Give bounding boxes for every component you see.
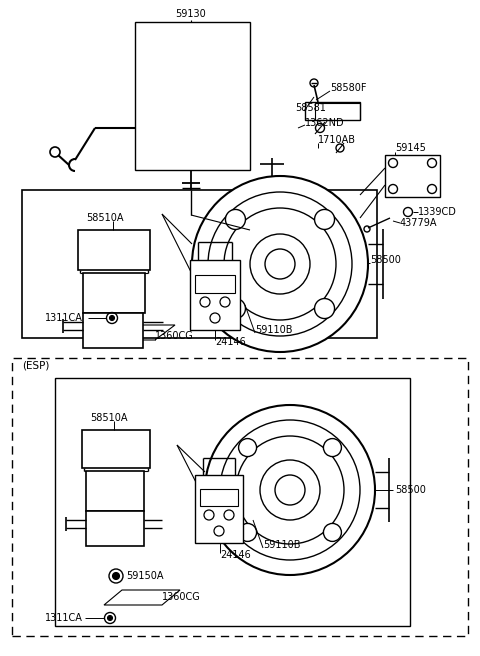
- Text: 58581: 58581: [295, 103, 326, 113]
- Circle shape: [324, 523, 341, 541]
- Text: 59130: 59130: [176, 9, 206, 19]
- Text: 1360CG: 1360CG: [155, 331, 194, 341]
- Circle shape: [226, 209, 245, 230]
- Circle shape: [108, 615, 112, 621]
- Bar: [86, 471, 144, 511]
- Text: 24146: 24146: [220, 550, 251, 560]
- Bar: [82, 430, 150, 468]
- Bar: [86, 511, 144, 546]
- Text: 1311CA: 1311CA: [45, 313, 83, 323]
- Bar: [22, 190, 377, 338]
- Bar: [385, 155, 440, 197]
- Text: 1362ND: 1362ND: [305, 118, 345, 128]
- Circle shape: [239, 523, 257, 541]
- Text: 1710AB: 1710AB: [318, 135, 356, 145]
- Bar: [55, 378, 410, 626]
- Text: 59145: 59145: [395, 143, 426, 153]
- Polygon shape: [100, 325, 175, 340]
- Circle shape: [112, 573, 120, 579]
- Text: 59150A: 59150A: [126, 571, 164, 581]
- Bar: [78, 230, 150, 270]
- Text: 1311CA: 1311CA: [45, 613, 83, 623]
- Circle shape: [239, 439, 257, 457]
- Text: 43779A: 43779A: [400, 218, 437, 228]
- Text: 58510A: 58510A: [90, 413, 128, 423]
- Bar: [200, 489, 238, 506]
- Polygon shape: [104, 590, 180, 605]
- Bar: [12, 358, 468, 636]
- Bar: [305, 102, 360, 120]
- Text: 1360CG: 1360CG: [162, 592, 201, 602]
- Text: 1339CD: 1339CD: [418, 207, 457, 217]
- Circle shape: [388, 184, 397, 194]
- Text: 58580F: 58580F: [330, 83, 367, 93]
- Bar: [83, 273, 145, 313]
- Circle shape: [192, 176, 368, 352]
- Circle shape: [388, 159, 397, 167]
- Bar: [83, 313, 143, 348]
- Text: 58500: 58500: [395, 485, 426, 495]
- Circle shape: [205, 405, 375, 575]
- Circle shape: [428, 159, 436, 167]
- Circle shape: [324, 439, 341, 457]
- Text: 59110B: 59110B: [255, 325, 292, 335]
- Bar: [195, 475, 243, 543]
- Text: 58500: 58500: [370, 255, 401, 265]
- Circle shape: [314, 298, 335, 319]
- Text: (ESP): (ESP): [22, 361, 49, 371]
- Bar: [190, 260, 240, 330]
- Bar: [135, 22, 250, 170]
- Text: 24146: 24146: [215, 337, 246, 347]
- Circle shape: [226, 298, 245, 319]
- Circle shape: [109, 316, 115, 321]
- Text: 58510A: 58510A: [86, 213, 123, 223]
- Bar: [195, 275, 235, 293]
- Text: 59110B: 59110B: [263, 540, 300, 550]
- Circle shape: [314, 209, 335, 230]
- Circle shape: [428, 184, 436, 194]
